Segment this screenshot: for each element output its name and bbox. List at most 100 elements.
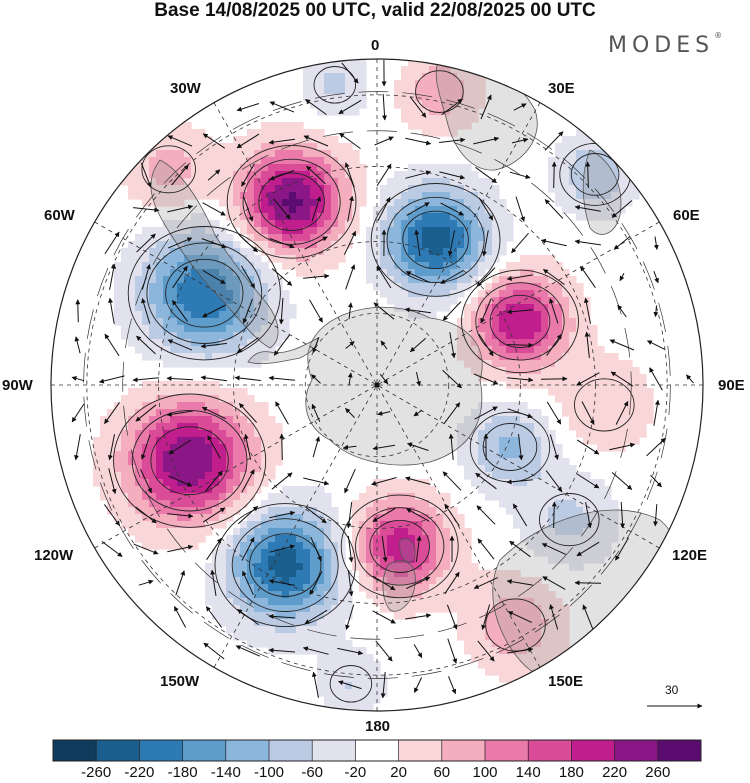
wind-vector [609, 339, 635, 351]
field-cell [317, 192, 325, 200]
field-cell [555, 458, 563, 466]
field-cell [485, 640, 493, 648]
field-cell [499, 444, 507, 452]
field-cell [422, 514, 430, 522]
field-cell [331, 598, 339, 606]
field-cell [555, 325, 563, 333]
field-cell [520, 346, 528, 354]
field-cell [156, 185, 164, 193]
field-cell [184, 535, 192, 543]
field-cell [289, 143, 297, 151]
field-cell [317, 108, 325, 116]
field-cell [191, 528, 199, 536]
field-cell [443, 577, 451, 585]
field-cell [450, 528, 458, 536]
field-cell [163, 430, 171, 438]
field-cell [429, 276, 437, 284]
field-cell [128, 388, 136, 396]
field-cell [198, 395, 206, 403]
field-cell [359, 493, 367, 501]
field-cell [513, 584, 521, 592]
wind-vector [75, 299, 81, 323]
field-cell [583, 416, 591, 424]
field-cell [205, 444, 213, 452]
field-cell [191, 297, 199, 305]
wind-vector [611, 200, 633, 218]
field-cell [359, 101, 367, 109]
field-cell [289, 248, 297, 256]
field-cell [576, 556, 584, 564]
field-cell [548, 542, 556, 550]
field-cell [520, 472, 528, 480]
wind-vector [240, 265, 256, 289]
field-cell [198, 409, 206, 417]
field-cell [499, 451, 507, 459]
field-cell [359, 164, 367, 172]
field-cell [240, 493, 248, 501]
field-cell [198, 444, 206, 452]
field-cell [520, 290, 528, 298]
field-cell [191, 521, 199, 529]
field-cell [338, 605, 346, 613]
field-cell [534, 381, 542, 389]
field-cell [415, 311, 423, 319]
field-cell [338, 80, 346, 88]
field-cell [527, 486, 535, 494]
field-cell [254, 143, 262, 151]
field-cell [527, 381, 535, 389]
field-cell [247, 437, 255, 445]
field-cell [548, 178, 556, 186]
field-cell [184, 304, 192, 312]
field-cell [492, 234, 500, 242]
field-cell [296, 577, 304, 585]
field-cell [100, 451, 108, 459]
field-cell [394, 486, 402, 494]
field-cell [555, 647, 563, 655]
field-cell [499, 570, 507, 578]
field-cell [429, 122, 437, 130]
field-cell [597, 157, 605, 165]
wind-vector [379, 373, 389, 385]
field-cell [520, 619, 528, 627]
field-cell [457, 227, 465, 235]
field-cell [527, 577, 535, 585]
field-cell [156, 164, 164, 172]
wind-vector [207, 169, 221, 181]
field-cell [163, 451, 171, 459]
colorbar [52, 739, 702, 762]
field-cell [121, 521, 129, 529]
field-cell [618, 388, 626, 396]
field-cell [205, 493, 213, 501]
field-cell [184, 542, 192, 550]
field-cell [149, 465, 157, 473]
field-cell [233, 220, 241, 228]
field-cell [611, 395, 619, 403]
field-cell [520, 360, 528, 368]
field-cell [142, 255, 150, 263]
field-cell [184, 430, 192, 438]
field-cell [142, 227, 150, 235]
field-cell [198, 353, 206, 361]
field-cell [254, 304, 262, 312]
field-cell [296, 633, 304, 641]
field-cell [338, 640, 346, 648]
field-cell [324, 675, 332, 683]
field-cell [576, 311, 584, 319]
field-cell [527, 507, 535, 515]
field-cell [569, 563, 577, 571]
field-cell [184, 290, 192, 298]
field-cell [352, 94, 360, 102]
field-cell [261, 332, 269, 340]
field-cell [520, 500, 528, 508]
field-cell [380, 255, 388, 263]
field-cell [492, 661, 500, 669]
wind-vector [540, 376, 568, 382]
field-cell [471, 339, 479, 347]
field-cell [604, 528, 612, 536]
field-cell [555, 360, 563, 368]
field-cell [331, 108, 339, 116]
field-cell [562, 290, 570, 298]
field-cell [506, 633, 514, 641]
field-cell [205, 528, 213, 536]
